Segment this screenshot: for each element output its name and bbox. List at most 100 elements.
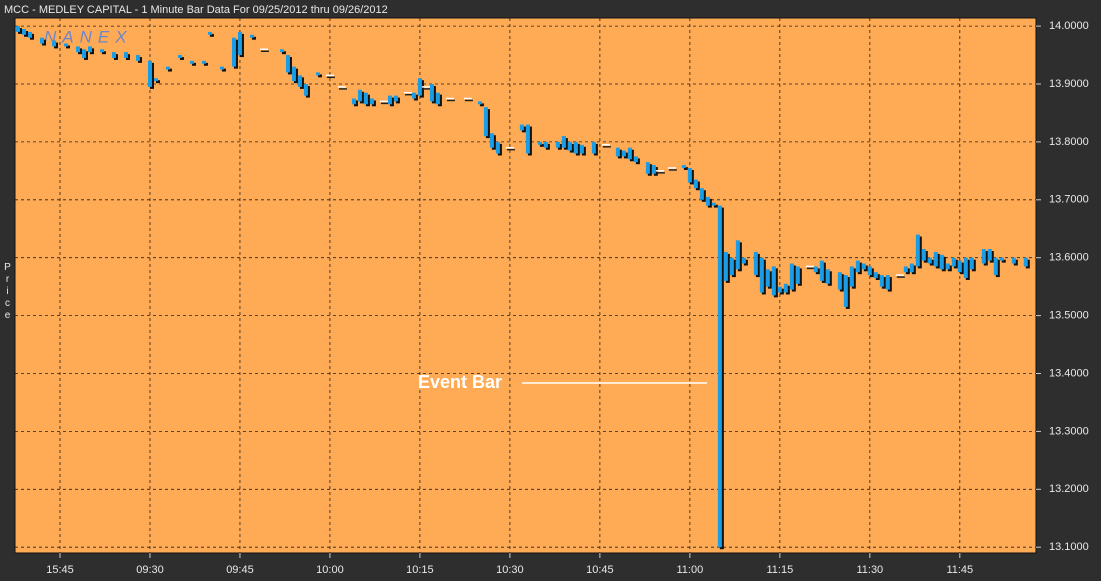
bar [741,257,746,264]
bar [363,92,368,105]
bar [681,165,686,168]
y-axis-label: Price [2,262,13,322]
bar [495,141,500,154]
bar [981,249,986,264]
y-tick-label: 13.1000 [1049,541,1089,553]
bar-shadow [203,62,208,66]
y-tick-label: 13.9000 [1049,78,1089,90]
bar [825,269,830,284]
bar [765,269,770,287]
bar-shadow [191,62,196,66]
x-tick-label: 11:30 [856,564,883,576]
bar-shadow [317,74,322,78]
bar [837,272,842,290]
bar [987,249,992,261]
bar [693,179,698,189]
bar [957,260,962,273]
bar [351,98,356,105]
bar [573,141,578,154]
bar [651,165,656,174]
bar [87,46,92,53]
bar [369,98,374,105]
x-tick-label: 11:45 [946,564,973,576]
bar [699,188,704,200]
bar [885,275,890,290]
x-tick-label: 09:30 [136,564,164,576]
bar [123,52,128,58]
bar [789,263,794,290]
bar [999,257,1004,261]
bar [207,31,212,35]
bar [963,257,968,278]
bar [177,55,182,58]
bar-shadow [713,204,718,208]
x-tick-label: 10:00 [316,564,344,576]
bar [555,141,560,148]
y-tick-label: 13.4000 [1049,367,1089,379]
bar [27,31,32,38]
y-tick-label: 14.0000 [1049,20,1089,32]
bar [411,92,416,99]
bar [147,60,152,87]
bar [387,95,392,105]
bar [927,257,932,264]
bar [951,257,956,267]
bar [969,257,974,270]
bar [51,40,56,47]
bar [279,49,284,53]
annotation: Event Bar [418,372,502,392]
bar [525,124,530,154]
bar [291,66,296,82]
bar [249,34,254,38]
bar [519,124,524,131]
bar [417,78,422,96]
bar [135,55,140,61]
bar [21,29,26,35]
bar [621,150,626,157]
bar [915,234,920,267]
bar [189,60,194,64]
bar [591,141,596,154]
y-tick-label: 13.7000 [1049,194,1089,206]
bar [231,37,236,67]
bar [759,257,764,293]
bar [861,263,866,270]
marks: 14.0000 13.9000 13.8000 13.7000 13.6000 13.50… [15,18,1089,576]
bar [483,107,488,137]
x-tick-label: 15:45 [46,564,74,576]
x-tick-label: 09:45 [226,564,254,576]
bar-shadow [167,68,172,72]
chart-title: MCC - MEDLEY CAPITAL - 1 Minute Bar Data… [4,4,388,16]
bar-shadow [1001,259,1006,263]
bar [303,84,308,96]
bar [921,249,926,261]
bar [849,266,854,287]
bar [81,49,86,58]
bar-shadow [155,80,160,84]
bar [783,283,788,293]
bar [237,31,242,56]
bar [909,263,914,273]
bar [201,60,206,64]
bar [357,89,362,102]
bar [435,92,440,105]
plot-area [14,17,1037,554]
bar [795,266,800,284]
bar-shadow [179,57,184,60]
bar [315,72,320,76]
bar [1023,257,1028,267]
bar [579,144,584,154]
bar [111,52,116,58]
y-tick-label: 13.6000 [1049,252,1089,264]
bar-shadow [221,68,226,72]
y-tick-label: 13.3000 [1049,425,1089,437]
bar [297,75,302,87]
y-tick-label: 13.8000 [1049,136,1089,148]
bar [63,43,68,47]
bar [933,251,938,267]
bar [537,141,542,145]
bar [723,251,728,281]
bar [543,141,548,148]
watermark: NANEX [44,27,133,46]
